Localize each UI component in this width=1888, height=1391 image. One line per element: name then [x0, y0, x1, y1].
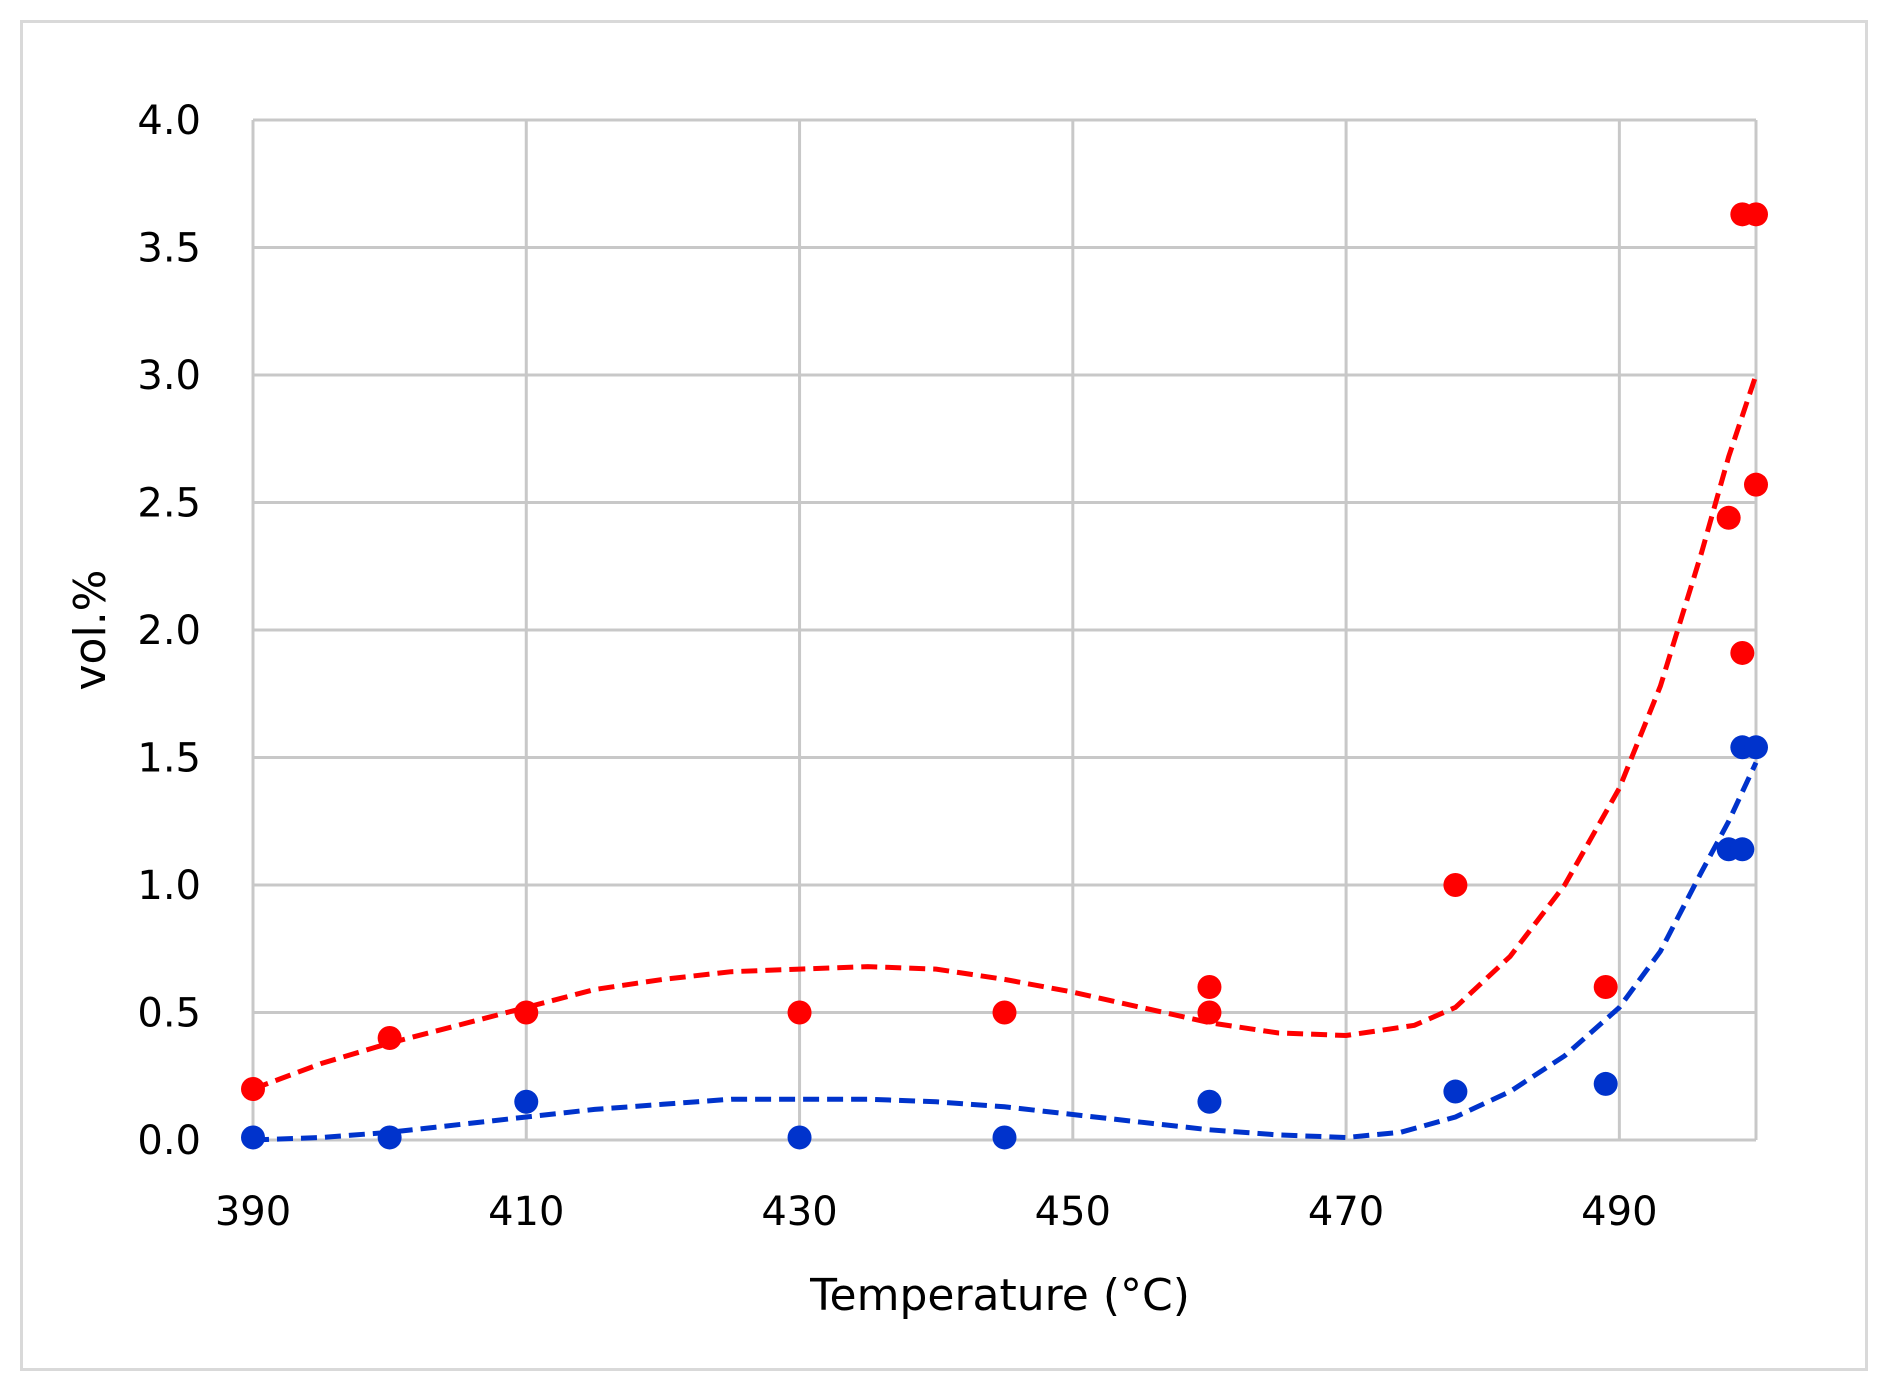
y-tick-label: 0.5 — [137, 991, 201, 1037]
data-point-series-2 — [787, 1125, 812, 1150]
data-point-series-1 — [1744, 202, 1768, 227]
x-tick-label: 410 — [488, 1189, 564, 1235]
data-point-series-2 — [1197, 1089, 1222, 1114]
x-axis-title: Temperature (°C) — [809, 1270, 1190, 1321]
data-point-series-2 — [1730, 837, 1755, 862]
data-point-series-2 — [377, 1125, 402, 1150]
data-point-series-1 — [1593, 975, 1618, 999]
trendline-series-2 — [252, 761, 1759, 1143]
y-tick-label: 3.0 — [137, 353, 201, 399]
data-point-series-2 — [992, 1125, 1017, 1150]
data-point-series-1 — [1443, 873, 1468, 897]
data-point-series-1 — [377, 1026, 402, 1050]
trendline-layer — [252, 374, 1759, 1143]
x-tick-label: 450 — [1035, 1189, 1111, 1235]
data-point-series-1 — [514, 1000, 539, 1025]
data-point-series-1 — [241, 1077, 265, 1101]
y-tick-label: 1.0 — [137, 863, 201, 909]
y-tick-label: 2.0 — [137, 608, 201, 654]
grid-layer — [251, 118, 1758, 1142]
data-point-series-2 — [514, 1089, 539, 1114]
x-tick-label: 470 — [1308, 1189, 1384, 1235]
trendline-series-1 — [252, 374, 1759, 1092]
data-point-series-1 — [1744, 472, 1768, 497]
data-point-series-2 — [1744, 735, 1768, 760]
data-point-series-2 — [241, 1125, 265, 1150]
data-point-series-1 — [992, 1000, 1017, 1025]
y-tick-label: 2.5 — [137, 481, 201, 527]
chart-frame — [20, 20, 1868, 1371]
y-tick-labels: 0.0 0.5 1.0 1.5 2.0 2.5 3.0 3.5 4.0 — [137, 98, 201, 1164]
x-tick-label: 430 — [761, 1189, 837, 1235]
y-tick-label: 0.0 — [137, 1118, 201, 1164]
y-tick-label: 3.5 — [137, 226, 201, 272]
y-tick-label: 1.5 — [137, 736, 201, 782]
x-tick-label: 390 — [215, 1189, 291, 1235]
data-point-series-2 — [1593, 1071, 1618, 1096]
y-tick-label: 4.0 — [137, 98, 201, 144]
data-points-layer — [241, 202, 1768, 1150]
data-point-series-2 — [1443, 1079, 1468, 1104]
data-point-series-1 — [1730, 640, 1755, 665]
data-point-series-1 — [1197, 975, 1222, 999]
x-tick-labels: 390 410 430 450 470 490 — [215, 1189, 1658, 1235]
x-tick-label: 490 — [1581, 1189, 1657, 1235]
y-axis-title: vol.% — [65, 570, 116, 691]
data-point-series-1 — [1197, 1000, 1222, 1025]
data-point-series-1 — [1716, 505, 1741, 530]
data-point-series-1 — [787, 1000, 812, 1025]
